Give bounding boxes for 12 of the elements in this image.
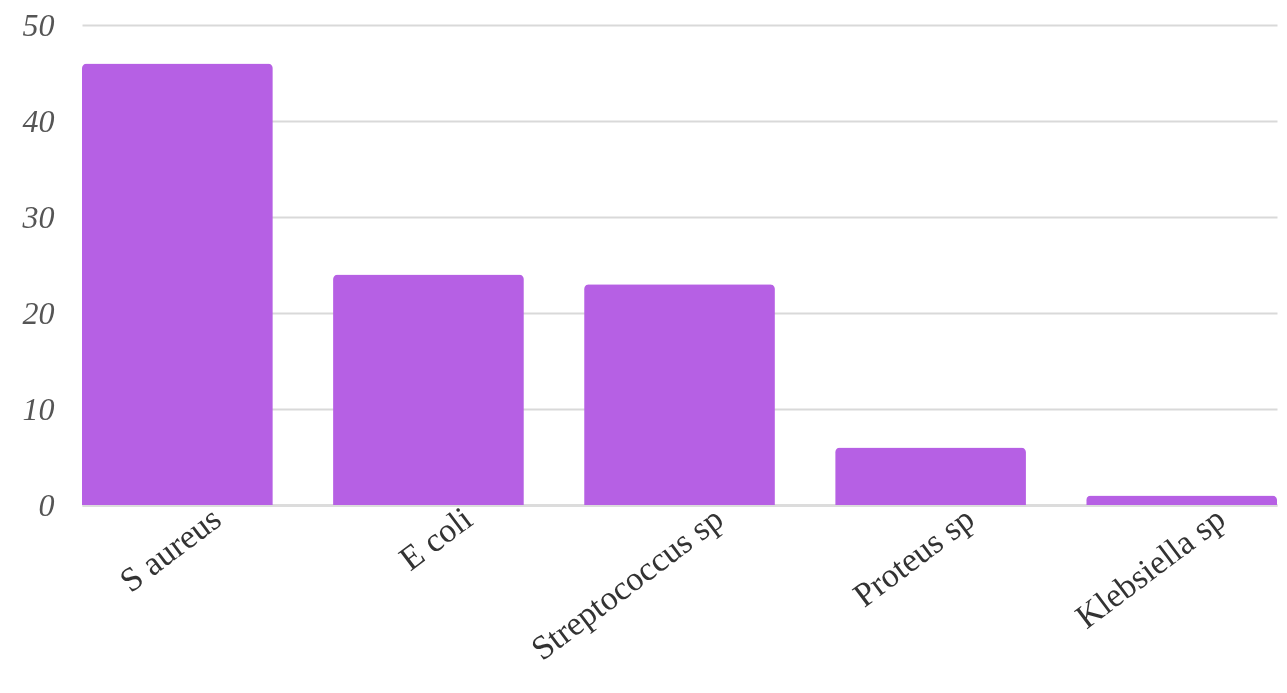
bar (333, 274, 524, 505)
y-tick-label: 20 (22, 294, 55, 331)
y-tick-label: 10 (22, 390, 55, 427)
y-tick-label: 50 (22, 6, 55, 43)
y-tick-label: 30 (21, 198, 55, 235)
y-tick-label: 40 (22, 102, 55, 139)
y-tick-label: 0 (38, 486, 55, 523)
bar (835, 447, 1026, 505)
bar (1086, 495, 1277, 505)
bar (584, 284, 775, 505)
bar (82, 63, 273, 505)
x-tick-label: E coli (392, 499, 479, 578)
